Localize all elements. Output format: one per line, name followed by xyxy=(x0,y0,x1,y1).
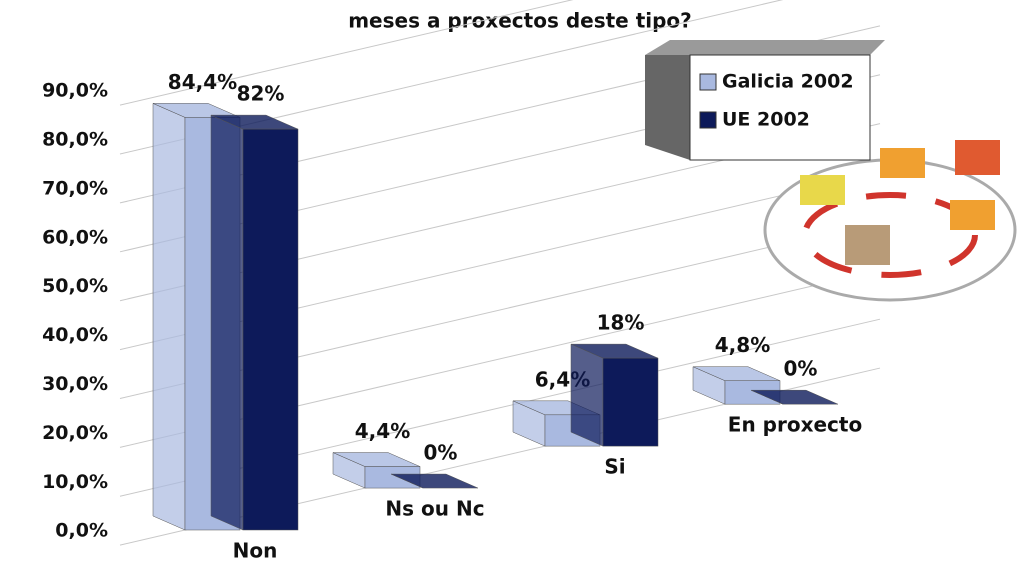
value-label: 18% xyxy=(597,311,645,335)
y-tick-label: 90,0% xyxy=(42,80,108,102)
y-tick-label: 50,0% xyxy=(42,275,108,297)
bar xyxy=(603,358,658,446)
x-tick-label: Non xyxy=(233,539,278,563)
bar-side xyxy=(211,115,243,530)
y-tick-label: 60,0% xyxy=(42,226,108,248)
value-label: 0% xyxy=(784,357,818,381)
value-label: 4,4% xyxy=(355,419,410,443)
legend-label: UE 2002 xyxy=(722,109,810,131)
shop-icon xyxy=(800,175,845,205)
value-label: 0% xyxy=(424,441,458,465)
shop-icon xyxy=(950,200,995,230)
y-tick-label: 40,0% xyxy=(42,324,108,346)
legend-top xyxy=(645,40,885,55)
legend: Galicia 2002 UE 2002 xyxy=(645,40,885,160)
y-tick-label: 0,0% xyxy=(55,520,108,542)
value-label: 4,8% xyxy=(715,333,770,357)
shop-icon xyxy=(955,140,1000,175)
y-tick-label: 10,0% xyxy=(42,471,108,493)
x-tick-label: Si xyxy=(604,455,625,479)
bar-side xyxy=(153,103,185,530)
x-tick-label: En proxecto xyxy=(728,413,862,437)
y-tick-label: 80,0% xyxy=(42,129,108,151)
legend-swatch xyxy=(700,74,716,90)
illustration xyxy=(765,140,1015,300)
bar xyxy=(243,129,298,530)
y-tick-label: 70,0% xyxy=(42,177,108,199)
bar-side xyxy=(571,344,603,446)
chart: meses a proxectos deste tipo? 0,0%10,0%2… xyxy=(0,0,1020,565)
legend-side xyxy=(645,55,690,160)
value-label: 82% xyxy=(237,82,285,106)
y-tick-label: 30,0% xyxy=(42,373,108,395)
y-tick-label: 20,0% xyxy=(42,422,108,444)
legend-label: Galicia 2002 xyxy=(722,71,854,93)
shop-icon xyxy=(880,148,925,178)
legend-swatch xyxy=(700,112,716,128)
value-label: 84,4% xyxy=(168,70,237,94)
box-icon xyxy=(845,225,890,265)
x-tick-label: Ns ou Nc xyxy=(385,497,484,521)
